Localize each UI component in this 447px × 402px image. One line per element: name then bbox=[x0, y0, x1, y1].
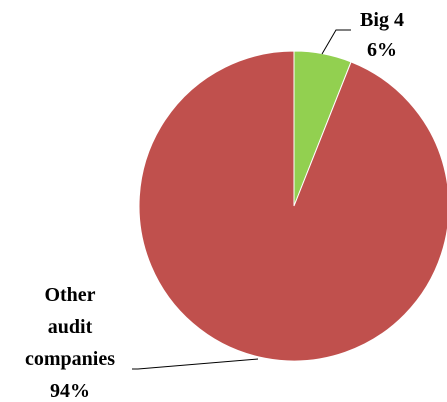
other-label-line3: companies bbox=[25, 348, 115, 370]
pie-slice-other-audit-companies bbox=[138, 50, 447, 362]
big4-percent-label: 6% bbox=[367, 39, 397, 61]
big4-label: Big 4 bbox=[360, 9, 404, 31]
other-label-line1: Other bbox=[44, 284, 95, 306]
other-label-line2: audit bbox=[48, 316, 93, 338]
other-leader-line bbox=[132, 358, 259, 370]
pie-slices bbox=[138, 50, 447, 362]
other-percent-label: 94% bbox=[50, 380, 90, 402]
big4-leader-line bbox=[321, 29, 351, 55]
